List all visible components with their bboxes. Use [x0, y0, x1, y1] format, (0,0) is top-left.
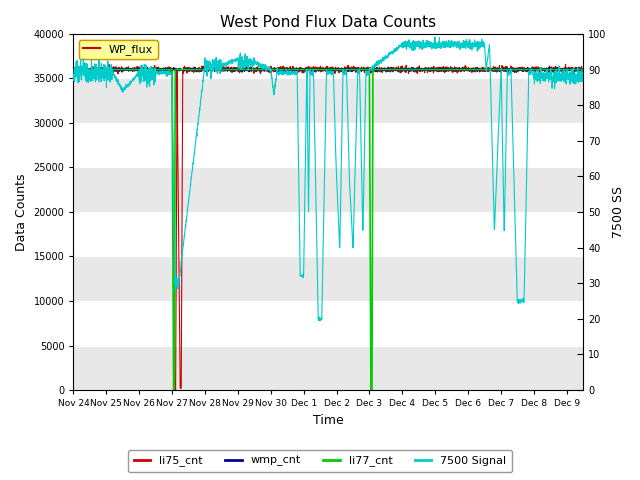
Y-axis label: 7500 SS: 7500 SS — [612, 186, 625, 238]
Y-axis label: Data Counts: Data Counts — [15, 173, 28, 251]
Title: West Pond Flux Data Counts: West Pond Flux Data Counts — [220, 15, 436, 30]
Bar — [74, 301, 583, 346]
Bar — [74, 212, 583, 256]
Bar — [74, 34, 583, 78]
Bar — [74, 78, 583, 123]
Legend: li75_cnt, wmp_cnt, li77_cnt, 7500 Signal: li75_cnt, wmp_cnt, li77_cnt, 7500 Signal — [128, 450, 512, 472]
Bar — [74, 123, 583, 168]
Bar — [74, 168, 583, 212]
X-axis label: Time: Time — [313, 414, 344, 427]
Legend: WP_flux: WP_flux — [79, 39, 157, 60]
Bar — [74, 256, 583, 301]
Bar — [74, 346, 583, 390]
